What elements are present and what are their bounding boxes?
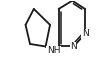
Text: N: N xyxy=(82,29,88,38)
Text: NH: NH xyxy=(47,46,60,55)
Text: N: N xyxy=(70,42,77,51)
